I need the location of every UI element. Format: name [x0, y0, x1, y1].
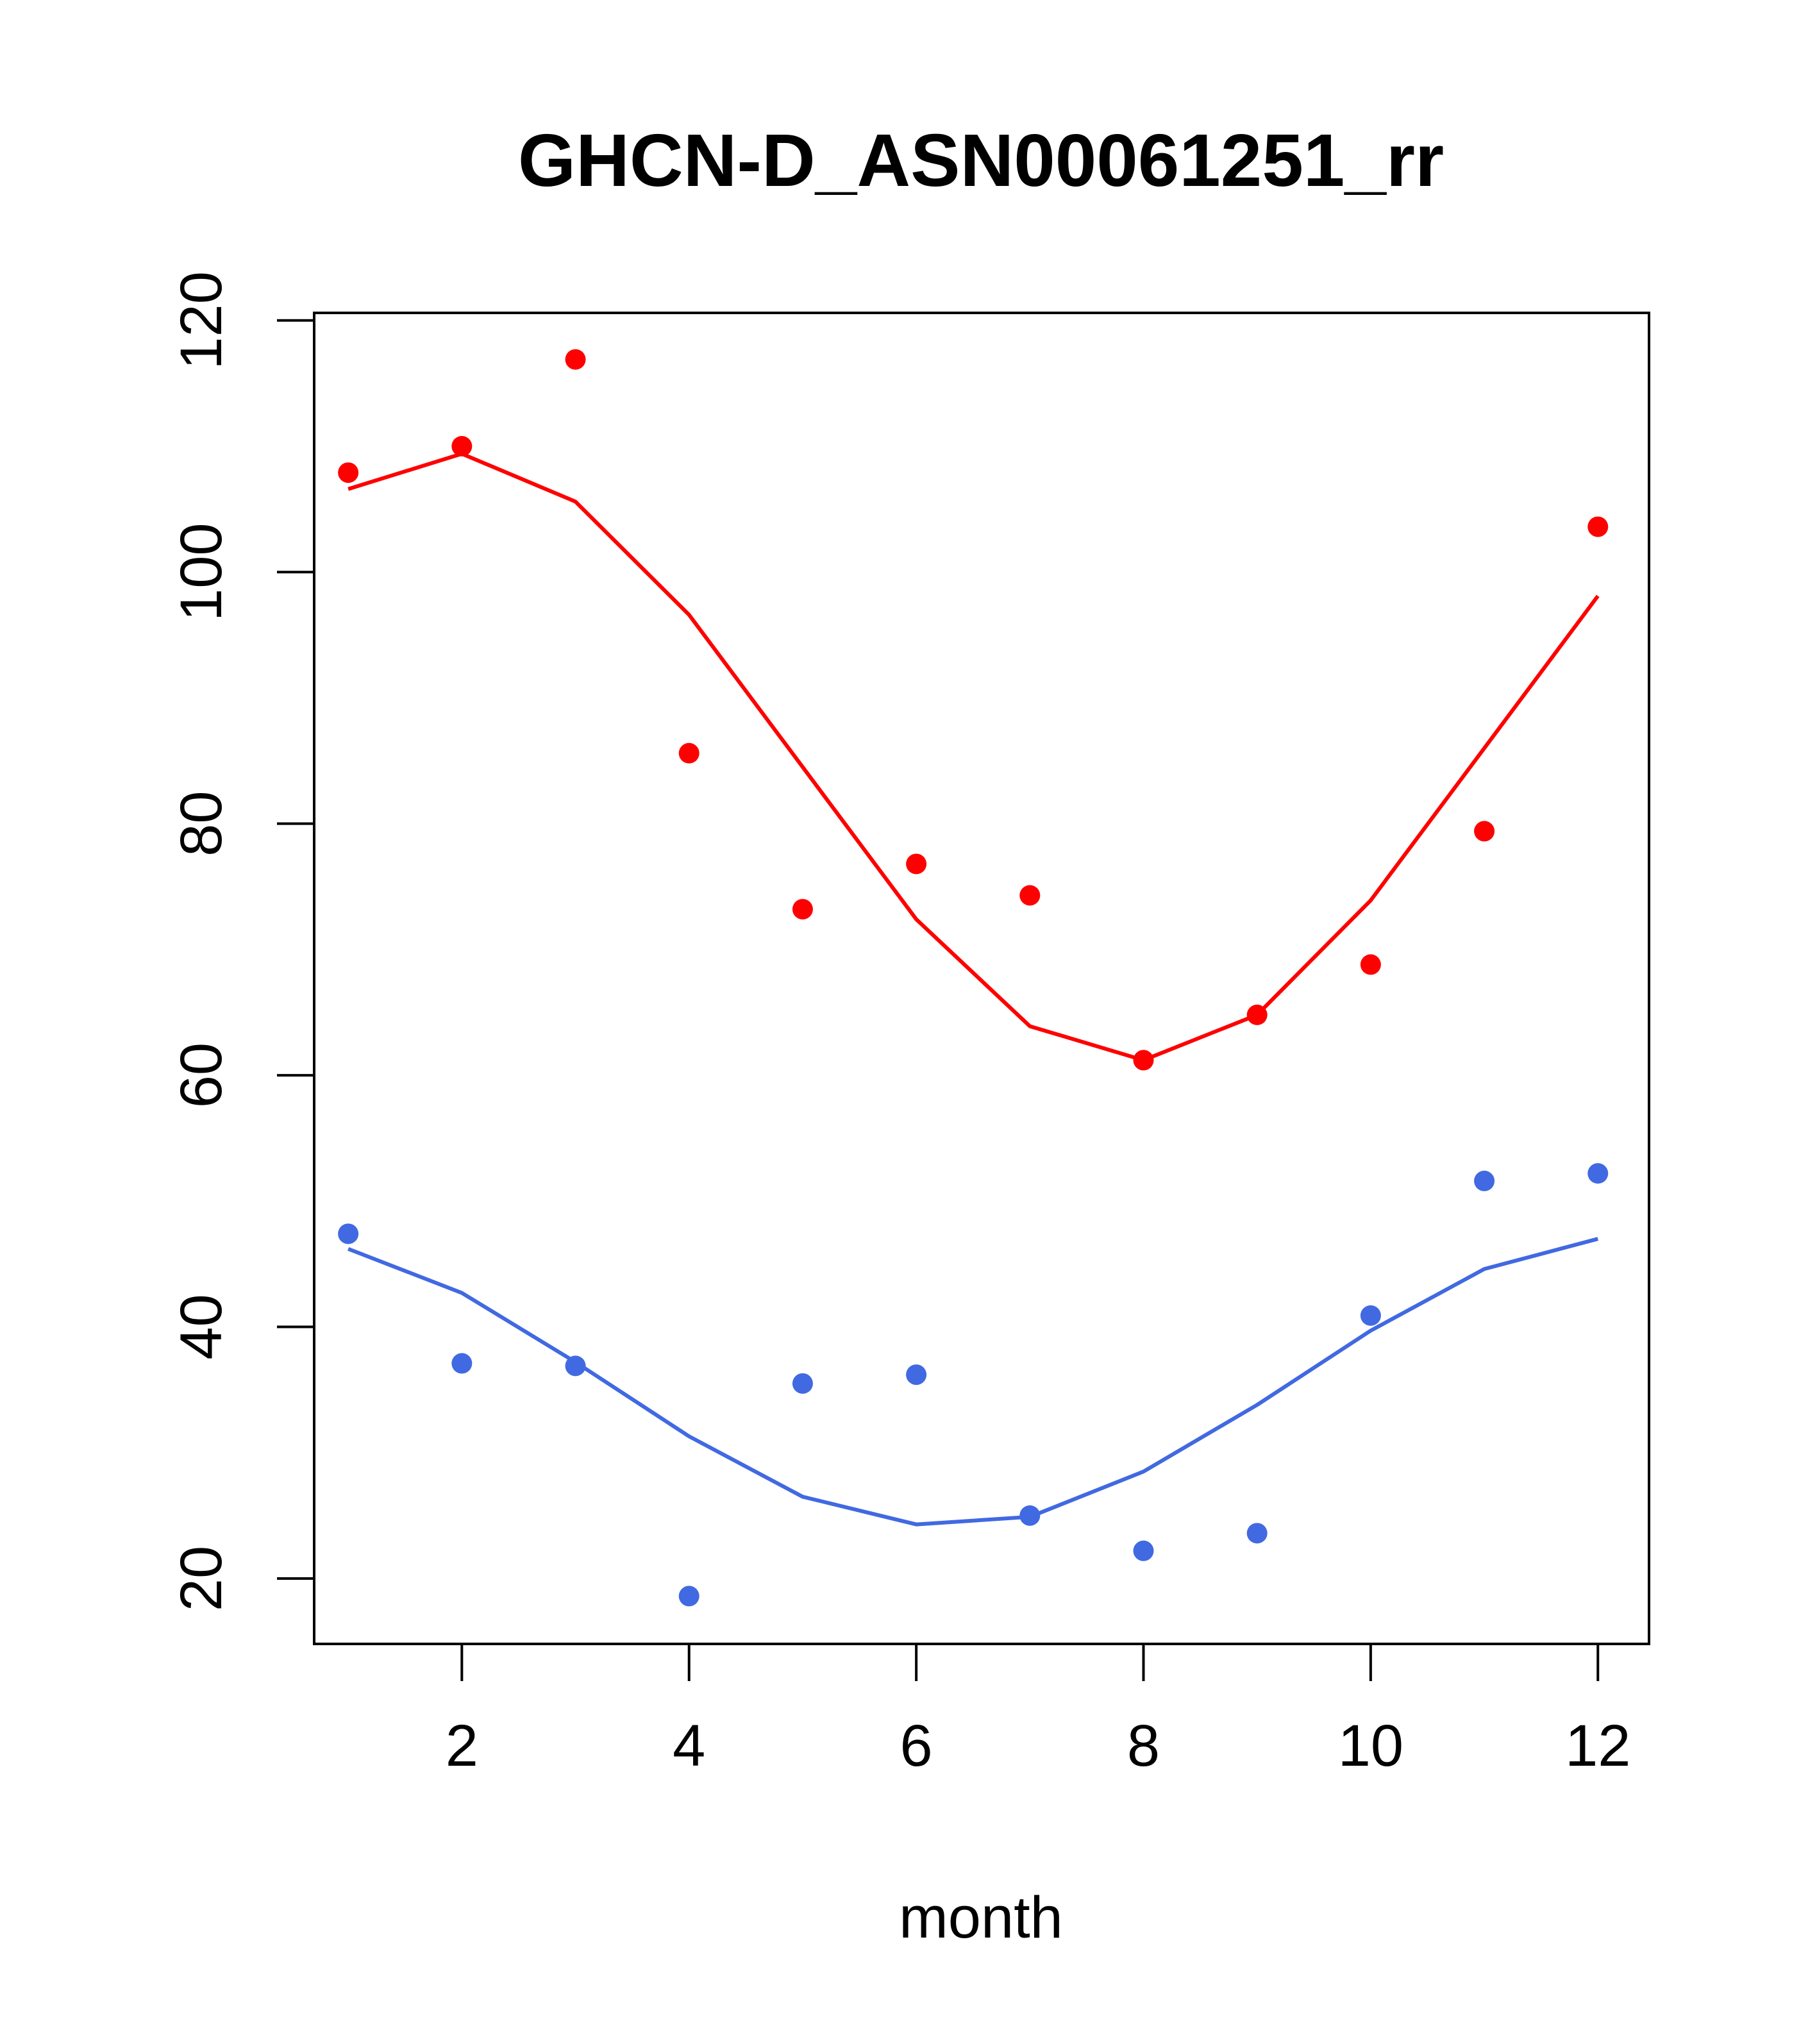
series-1-point — [1133, 1050, 1154, 1071]
series-2-point — [338, 1223, 359, 1244]
x-tick-label: 10 — [1338, 1713, 1403, 1779]
y-axis: 20 40 60 80 100 120 — [169, 271, 315, 1611]
x-tick-label: 8 — [1127, 1713, 1160, 1779]
series-1 — [338, 349, 1609, 1071]
x-tick-label: 2 — [446, 1713, 478, 1779]
series-1-point — [1587, 516, 1609, 537]
y-tick-label: 20 — [169, 1546, 234, 1611]
x-tick-label: 12 — [1565, 1713, 1630, 1779]
x-axis: 2 4 6 8 10 12 — [446, 1643, 1630, 1779]
y-tick-label: 80 — [169, 791, 234, 856]
series-2-point — [906, 1364, 927, 1386]
series-2-point — [1474, 1170, 1495, 1191]
series-2-point — [451, 1353, 473, 1374]
series-2-point — [792, 1373, 813, 1394]
series-1-point — [338, 462, 359, 483]
series-1-point — [906, 853, 927, 875]
series-1-point — [1019, 885, 1041, 906]
y-tick-label: 120 — [169, 271, 234, 370]
series-2-point — [1133, 1540, 1154, 1561]
series-2-fit-line — [347, 1237, 1599, 1527]
series-1-point — [1360, 954, 1381, 975]
series-2-point — [1587, 1163, 1609, 1184]
plot-area — [338, 349, 1609, 1607]
y-tick-label: 40 — [169, 1294, 234, 1359]
x-axis-label: month — [899, 1885, 1063, 1950]
series-2 — [338, 1163, 1609, 1607]
series-2-point — [1246, 1523, 1268, 1544]
series-1-point — [1246, 1004, 1268, 1025]
series-2-point — [565, 1355, 586, 1377]
series-2-point — [1019, 1505, 1041, 1526]
series-1-point — [678, 742, 699, 764]
series-1-point — [792, 899, 813, 920]
series-1-point — [1474, 821, 1495, 842]
series-2-point — [678, 1586, 699, 1607]
x-tick-label: 4 — [673, 1713, 705, 1779]
y-tick-label: 60 — [169, 1043, 234, 1108]
x-tick-label: 6 — [900, 1713, 933, 1779]
series-2-point — [1360, 1305, 1381, 1326]
y-tick-label: 100 — [169, 523, 234, 621]
series-1-fit-line — [347, 451, 1600, 1062]
series-1-point — [565, 349, 586, 370]
chart-title: GHCN-D_ASN00061251_rr — [518, 119, 1444, 202]
series-1-point — [451, 435, 473, 457]
